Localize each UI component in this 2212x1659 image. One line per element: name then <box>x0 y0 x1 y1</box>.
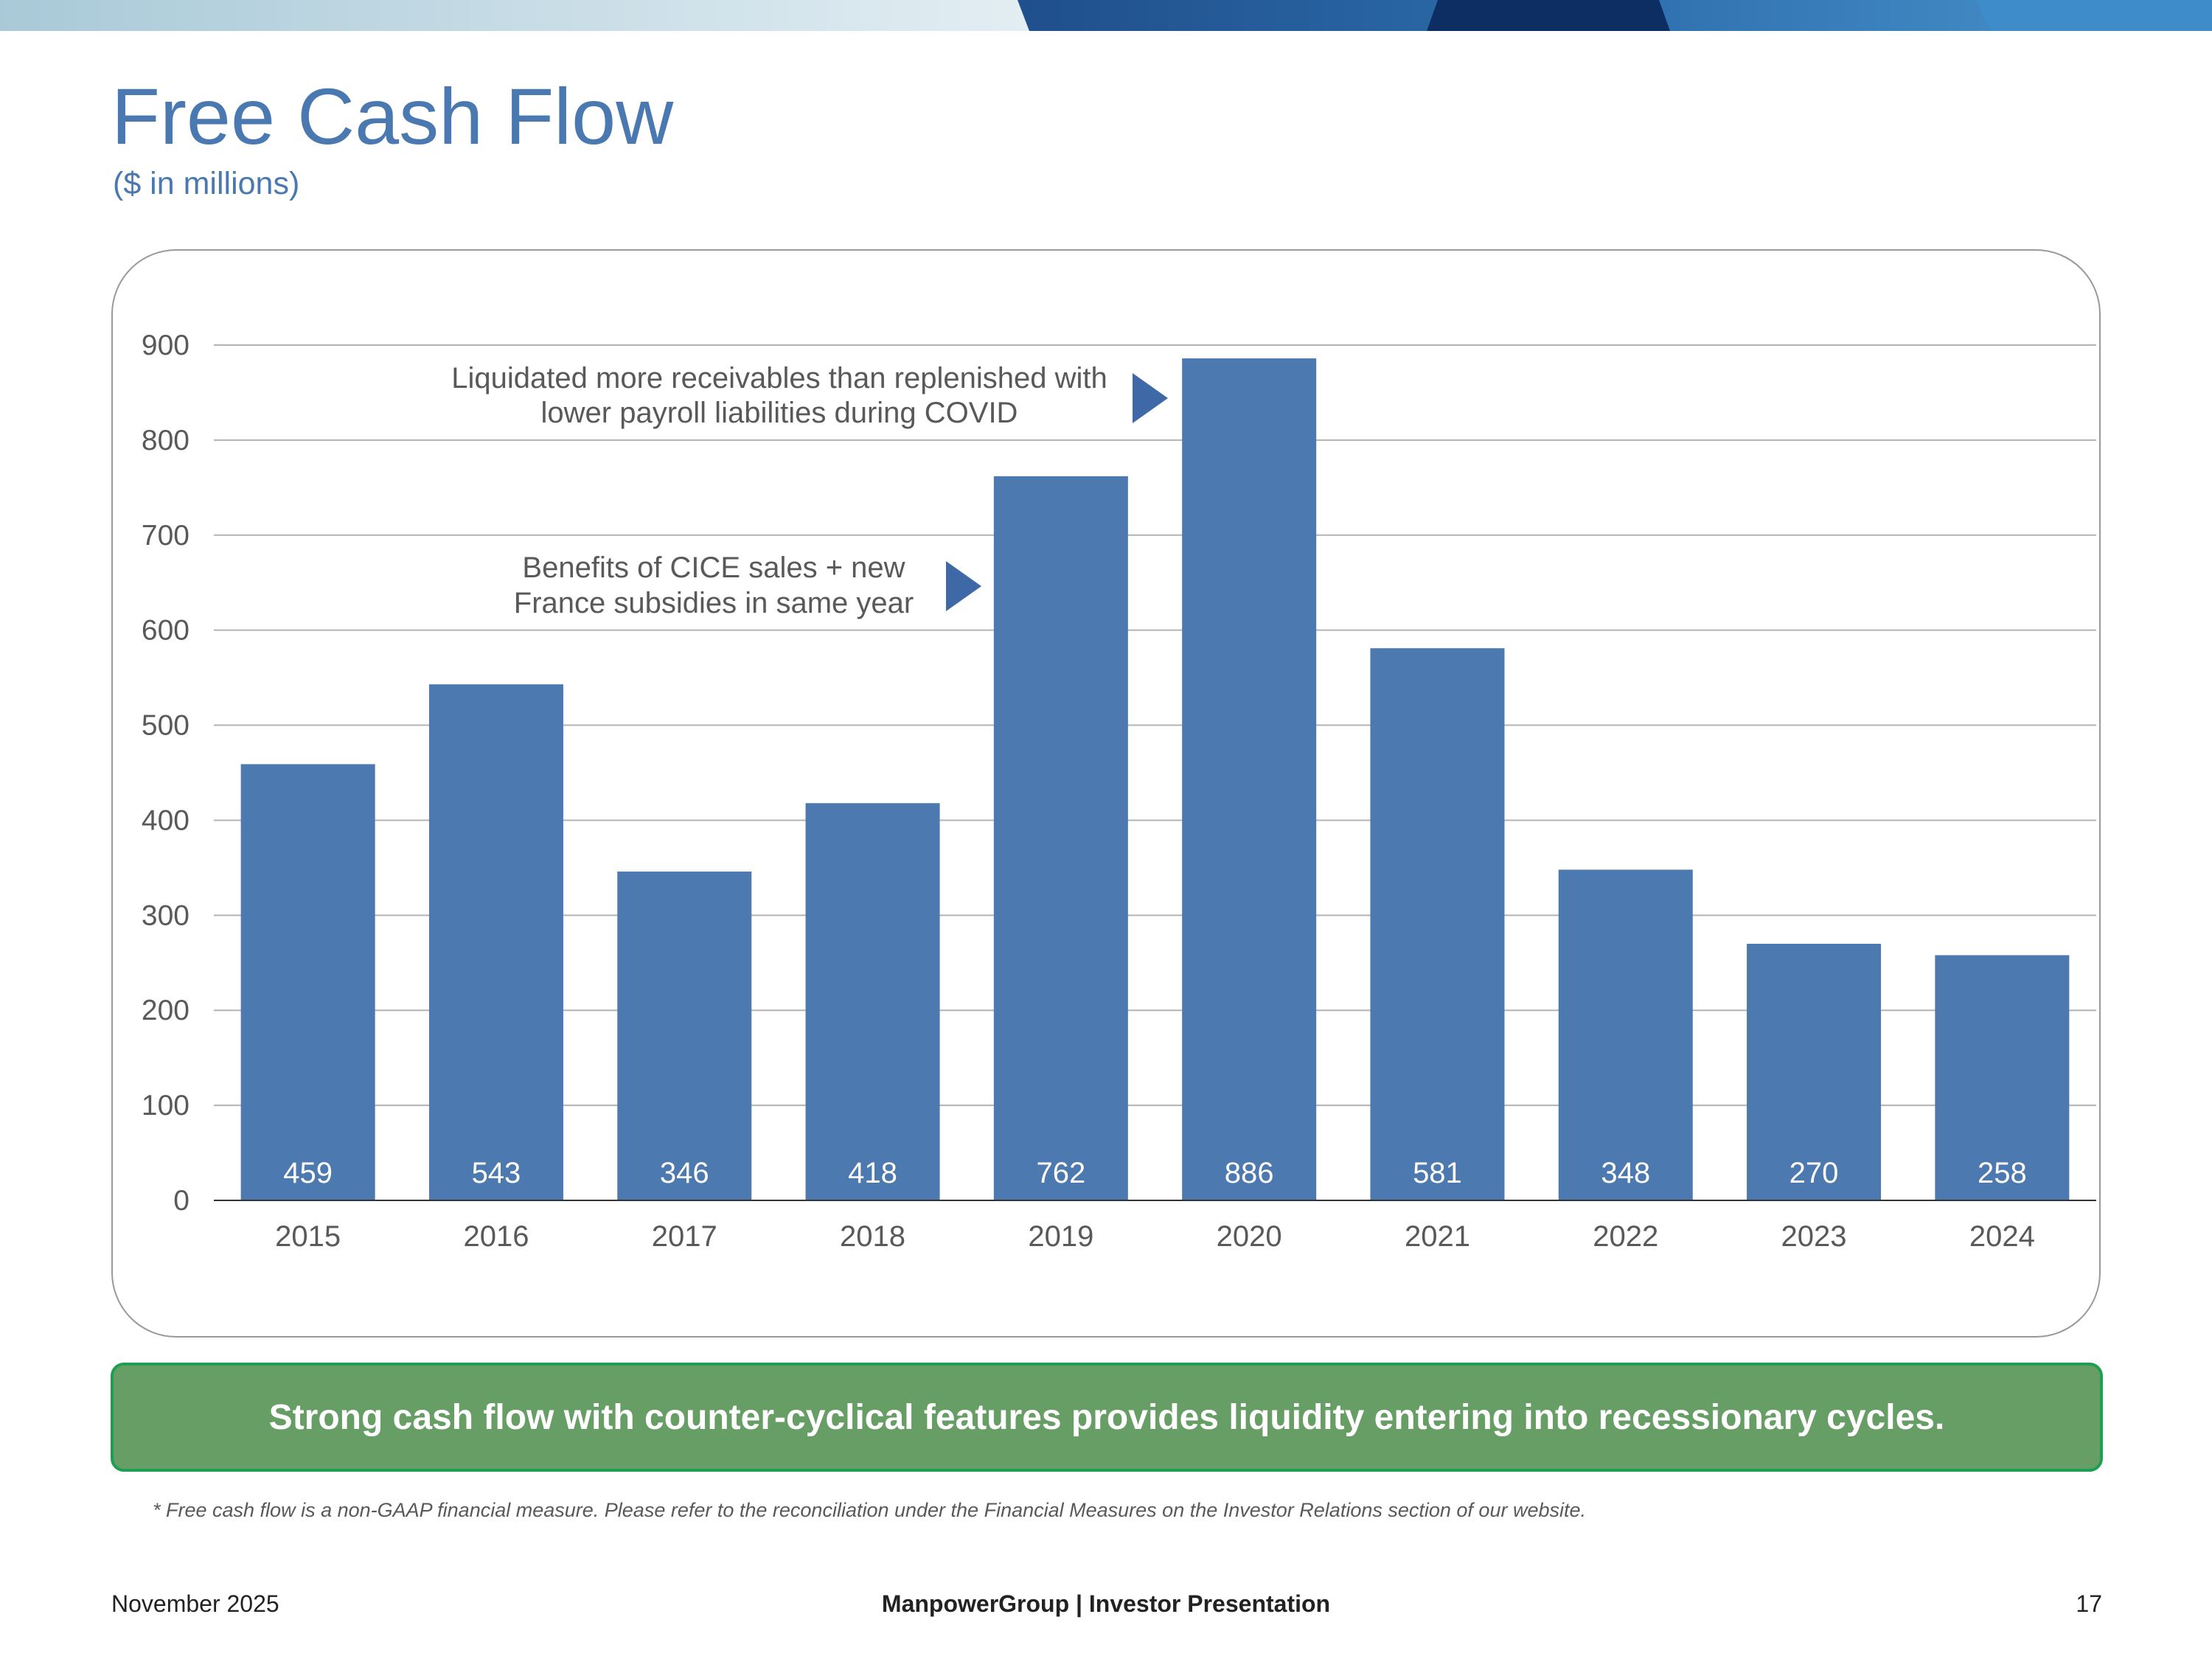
footer-company: ManpowerGroup | Investor Presentation <box>881 1590 1331 1617</box>
bars: 459 543 346 418 762 886 581 348 270 258 <box>240 358 2070 1200</box>
data-label-2017: 346 <box>660 1157 709 1189</box>
bar-2023 <box>1747 944 1882 1200</box>
bar-2020 <box>1182 358 1317 1200</box>
x-tick-label-2019: 2019 <box>1028 1220 1093 1253</box>
data-label-2015: 459 <box>283 1157 333 1189</box>
x-tick-label-2021: 2021 <box>1405 1220 1470 1253</box>
data-label-2019: 762 <box>1036 1157 1085 1189</box>
data-label-2020: 886 <box>1225 1157 1274 1189</box>
bar-2016 <box>428 684 563 1200</box>
annotation-2020-line-1: Liquidated more receivables than repleni… <box>451 362 1107 394</box>
y-tick-label-300: 300 <box>142 900 189 931</box>
y-tick-label-0: 0 <box>173 1185 189 1217</box>
y-tick-label-600: 600 <box>142 615 189 647</box>
bar-2021 <box>1370 648 1505 1200</box>
annotations: Liquidated more receivables than repleni… <box>451 362 1168 619</box>
annotation-2020-line-2: lower payroll liabilities during COVID <box>541 397 1018 429</box>
data-label-2016: 543 <box>472 1157 521 1189</box>
y-tick-label-900: 900 <box>142 330 189 361</box>
x-tick-label-2022: 2022 <box>1593 1220 1658 1253</box>
x-tick-label-2023: 2023 <box>1781 1220 1847 1253</box>
y-tick-label-800: 800 <box>142 425 189 456</box>
annotation-2020-arrow-icon <box>1133 373 1168 423</box>
data-label-2024: 258 <box>1978 1157 2027 1189</box>
x-tick-label-2017: 2017 <box>652 1220 717 1253</box>
annotation-2019-line-1: Benefits of CICE sales + new <box>522 552 905 584</box>
bar-2019 <box>993 476 1128 1200</box>
footer-date: November 2025 <box>111 1590 279 1617</box>
footnote: * Free cash flow is a non-GAAP financial… <box>153 1499 1586 1521</box>
free-cash-flow-chart: 459 543 346 418 762 886 581 348 270 258 0 100 200 30… <box>142 330 2096 1253</box>
y-tick-label-200: 200 <box>142 995 189 1026</box>
x-tick-label-2024: 2024 <box>1969 1220 2035 1253</box>
data-label-2018: 418 <box>848 1157 897 1189</box>
annotation-2019-line-2: France subsidies in same year <box>514 587 914 619</box>
x-tick-label-2018: 2018 <box>840 1220 905 1253</box>
bar-2022 <box>1558 869 1693 1200</box>
x-tick-label-2016: 2016 <box>463 1220 529 1253</box>
page-title: Free Cash Flow <box>111 72 674 161</box>
bar-2017 <box>617 872 752 1200</box>
data-label-2021: 581 <box>1413 1157 1462 1189</box>
y-tick-label-400: 400 <box>142 804 189 836</box>
y-tick-label-100: 100 <box>142 1090 189 1121</box>
takeaway-banner: Strong cash flow with counter-cyclical f… <box>111 1363 2103 1472</box>
annotation-2019-arrow-icon <box>946 561 981 611</box>
footer-page-number: 17 <box>2076 1590 2102 1617</box>
y-tick-label-700: 700 <box>142 520 189 552</box>
banner-graphic <box>0 0 2212 31</box>
bar-2024 <box>1935 955 2070 1200</box>
top-banner <box>0 0 2212 31</box>
bar-2018 <box>805 803 940 1200</box>
x-tick-label-2015: 2015 <box>275 1220 341 1253</box>
x-tick-label-2020: 2020 <box>1217 1220 1282 1253</box>
data-label-2022: 348 <box>1601 1157 1650 1189</box>
page-subtitle: ($ in millions) <box>113 166 300 201</box>
y-tick-label-500: 500 <box>142 710 189 742</box>
axes: 0 100 200 300 400 500 600 700 800 900 2015 2016 2017… <box>142 330 2096 1253</box>
chart-frame: 459 543 346 418 762 886 581 348 270 258 0 100 200 30… <box>111 249 2101 1338</box>
data-label-2023: 270 <box>1790 1157 1839 1189</box>
bar-2015 <box>240 764 375 1200</box>
